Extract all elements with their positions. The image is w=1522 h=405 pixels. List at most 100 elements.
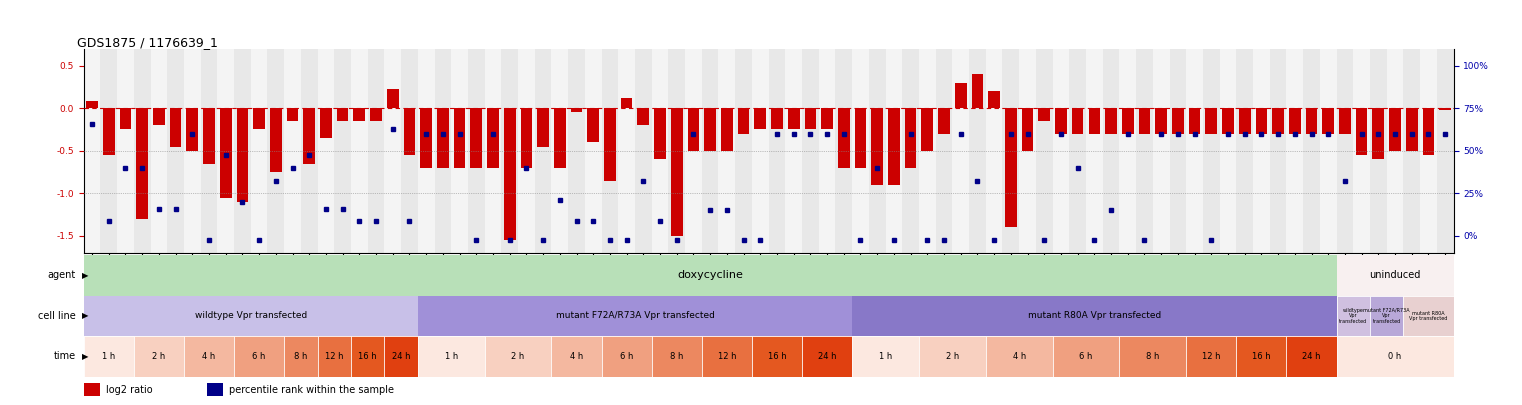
Bar [1336, 336, 1454, 377]
Bar [187, 108, 198, 151]
Bar [1135, 49, 1152, 253]
Bar [986, 336, 1053, 377]
Bar [487, 108, 499, 168]
Text: 4 h: 4 h [1012, 352, 1026, 361]
Bar [1303, 49, 1320, 253]
Bar [886, 49, 903, 253]
Bar [1390, 108, 1400, 151]
Bar [1236, 49, 1253, 253]
Text: 24 h: 24 h [391, 352, 411, 361]
Text: 12 h: 12 h [1202, 352, 1221, 361]
Bar [201, 49, 218, 253]
Bar [234, 336, 285, 377]
Bar [419, 49, 434, 253]
Bar [318, 336, 352, 377]
Bar [685, 49, 702, 253]
Bar [752, 49, 769, 253]
Text: 2 h: 2 h [152, 352, 166, 361]
Bar [554, 108, 566, 168]
Bar [352, 49, 368, 253]
Bar [986, 49, 1003, 253]
Text: 8 h: 8 h [1146, 352, 1160, 361]
Bar [320, 108, 332, 138]
Bar [285, 336, 318, 377]
Bar [852, 296, 1336, 336]
Bar [1071, 108, 1084, 134]
Bar [869, 49, 886, 253]
Bar [1236, 336, 1286, 377]
Bar [551, 49, 568, 253]
Bar [654, 108, 667, 159]
Bar [521, 108, 533, 168]
Bar [202, 108, 215, 164]
Bar [184, 336, 234, 377]
Bar [1406, 108, 1417, 151]
Bar [1403, 296, 1454, 336]
Bar [1239, 108, 1251, 134]
Bar [236, 108, 248, 202]
Bar [635, 49, 651, 253]
Text: 1 h: 1 h [878, 352, 892, 361]
Bar [1336, 255, 1461, 296]
Bar [668, 49, 685, 253]
Bar [336, 108, 349, 121]
Text: percentile rank within the sample: percentile rank within the sample [228, 385, 394, 395]
Bar [484, 336, 551, 377]
Bar [651, 336, 702, 377]
Bar [134, 49, 151, 253]
Bar [1138, 108, 1151, 134]
Text: ▶: ▶ [82, 271, 88, 280]
Bar [1053, 49, 1070, 253]
Bar [1403, 49, 1420, 253]
Bar [919, 336, 986, 377]
Bar [936, 49, 953, 253]
Bar [1105, 108, 1117, 134]
Bar [420, 108, 432, 168]
Text: GDS1875 / 1176639_1: GDS1875 / 1176639_1 [76, 36, 218, 49]
Bar [571, 108, 583, 113]
Bar [385, 49, 402, 253]
Bar [419, 336, 484, 377]
Bar [805, 108, 816, 130]
Text: 12 h: 12 h [717, 352, 737, 361]
Bar [1353, 49, 1370, 253]
Bar [1370, 296, 1403, 336]
Bar [501, 49, 517, 253]
Bar [1155, 108, 1167, 134]
Bar [451, 49, 467, 253]
Bar [1420, 49, 1437, 253]
Bar [584, 49, 601, 253]
Bar [218, 49, 234, 253]
Bar [1186, 336, 1236, 377]
Bar [621, 98, 633, 108]
Text: mutant F72A/R73A Vpr transfected: mutant F72A/R73A Vpr transfected [556, 311, 714, 320]
Bar [403, 108, 416, 155]
Bar [517, 49, 534, 253]
Bar [1222, 108, 1234, 134]
Bar [1103, 49, 1119, 253]
Text: 6 h: 6 h [253, 352, 266, 361]
Bar [385, 336, 419, 377]
Bar [769, 49, 785, 253]
Bar [688, 108, 699, 151]
Text: 6 h: 6 h [619, 352, 633, 361]
Bar [705, 108, 715, 151]
Text: 6 h: 6 h [1079, 352, 1093, 361]
Text: 8 h: 8 h [294, 352, 307, 361]
Text: ▶: ▶ [82, 352, 88, 361]
Bar [802, 49, 819, 253]
Bar [117, 49, 134, 253]
Bar [434, 49, 451, 253]
Bar [836, 49, 852, 253]
Bar [1440, 108, 1450, 110]
Bar [855, 108, 866, 168]
Bar [904, 108, 916, 168]
Bar [638, 108, 650, 125]
Bar [752, 336, 802, 377]
Bar [735, 49, 752, 253]
Bar [1005, 108, 1017, 228]
Bar [1119, 336, 1186, 377]
Text: 4 h: 4 h [569, 352, 583, 361]
Bar [1286, 336, 1336, 377]
Text: 8 h: 8 h [670, 352, 683, 361]
